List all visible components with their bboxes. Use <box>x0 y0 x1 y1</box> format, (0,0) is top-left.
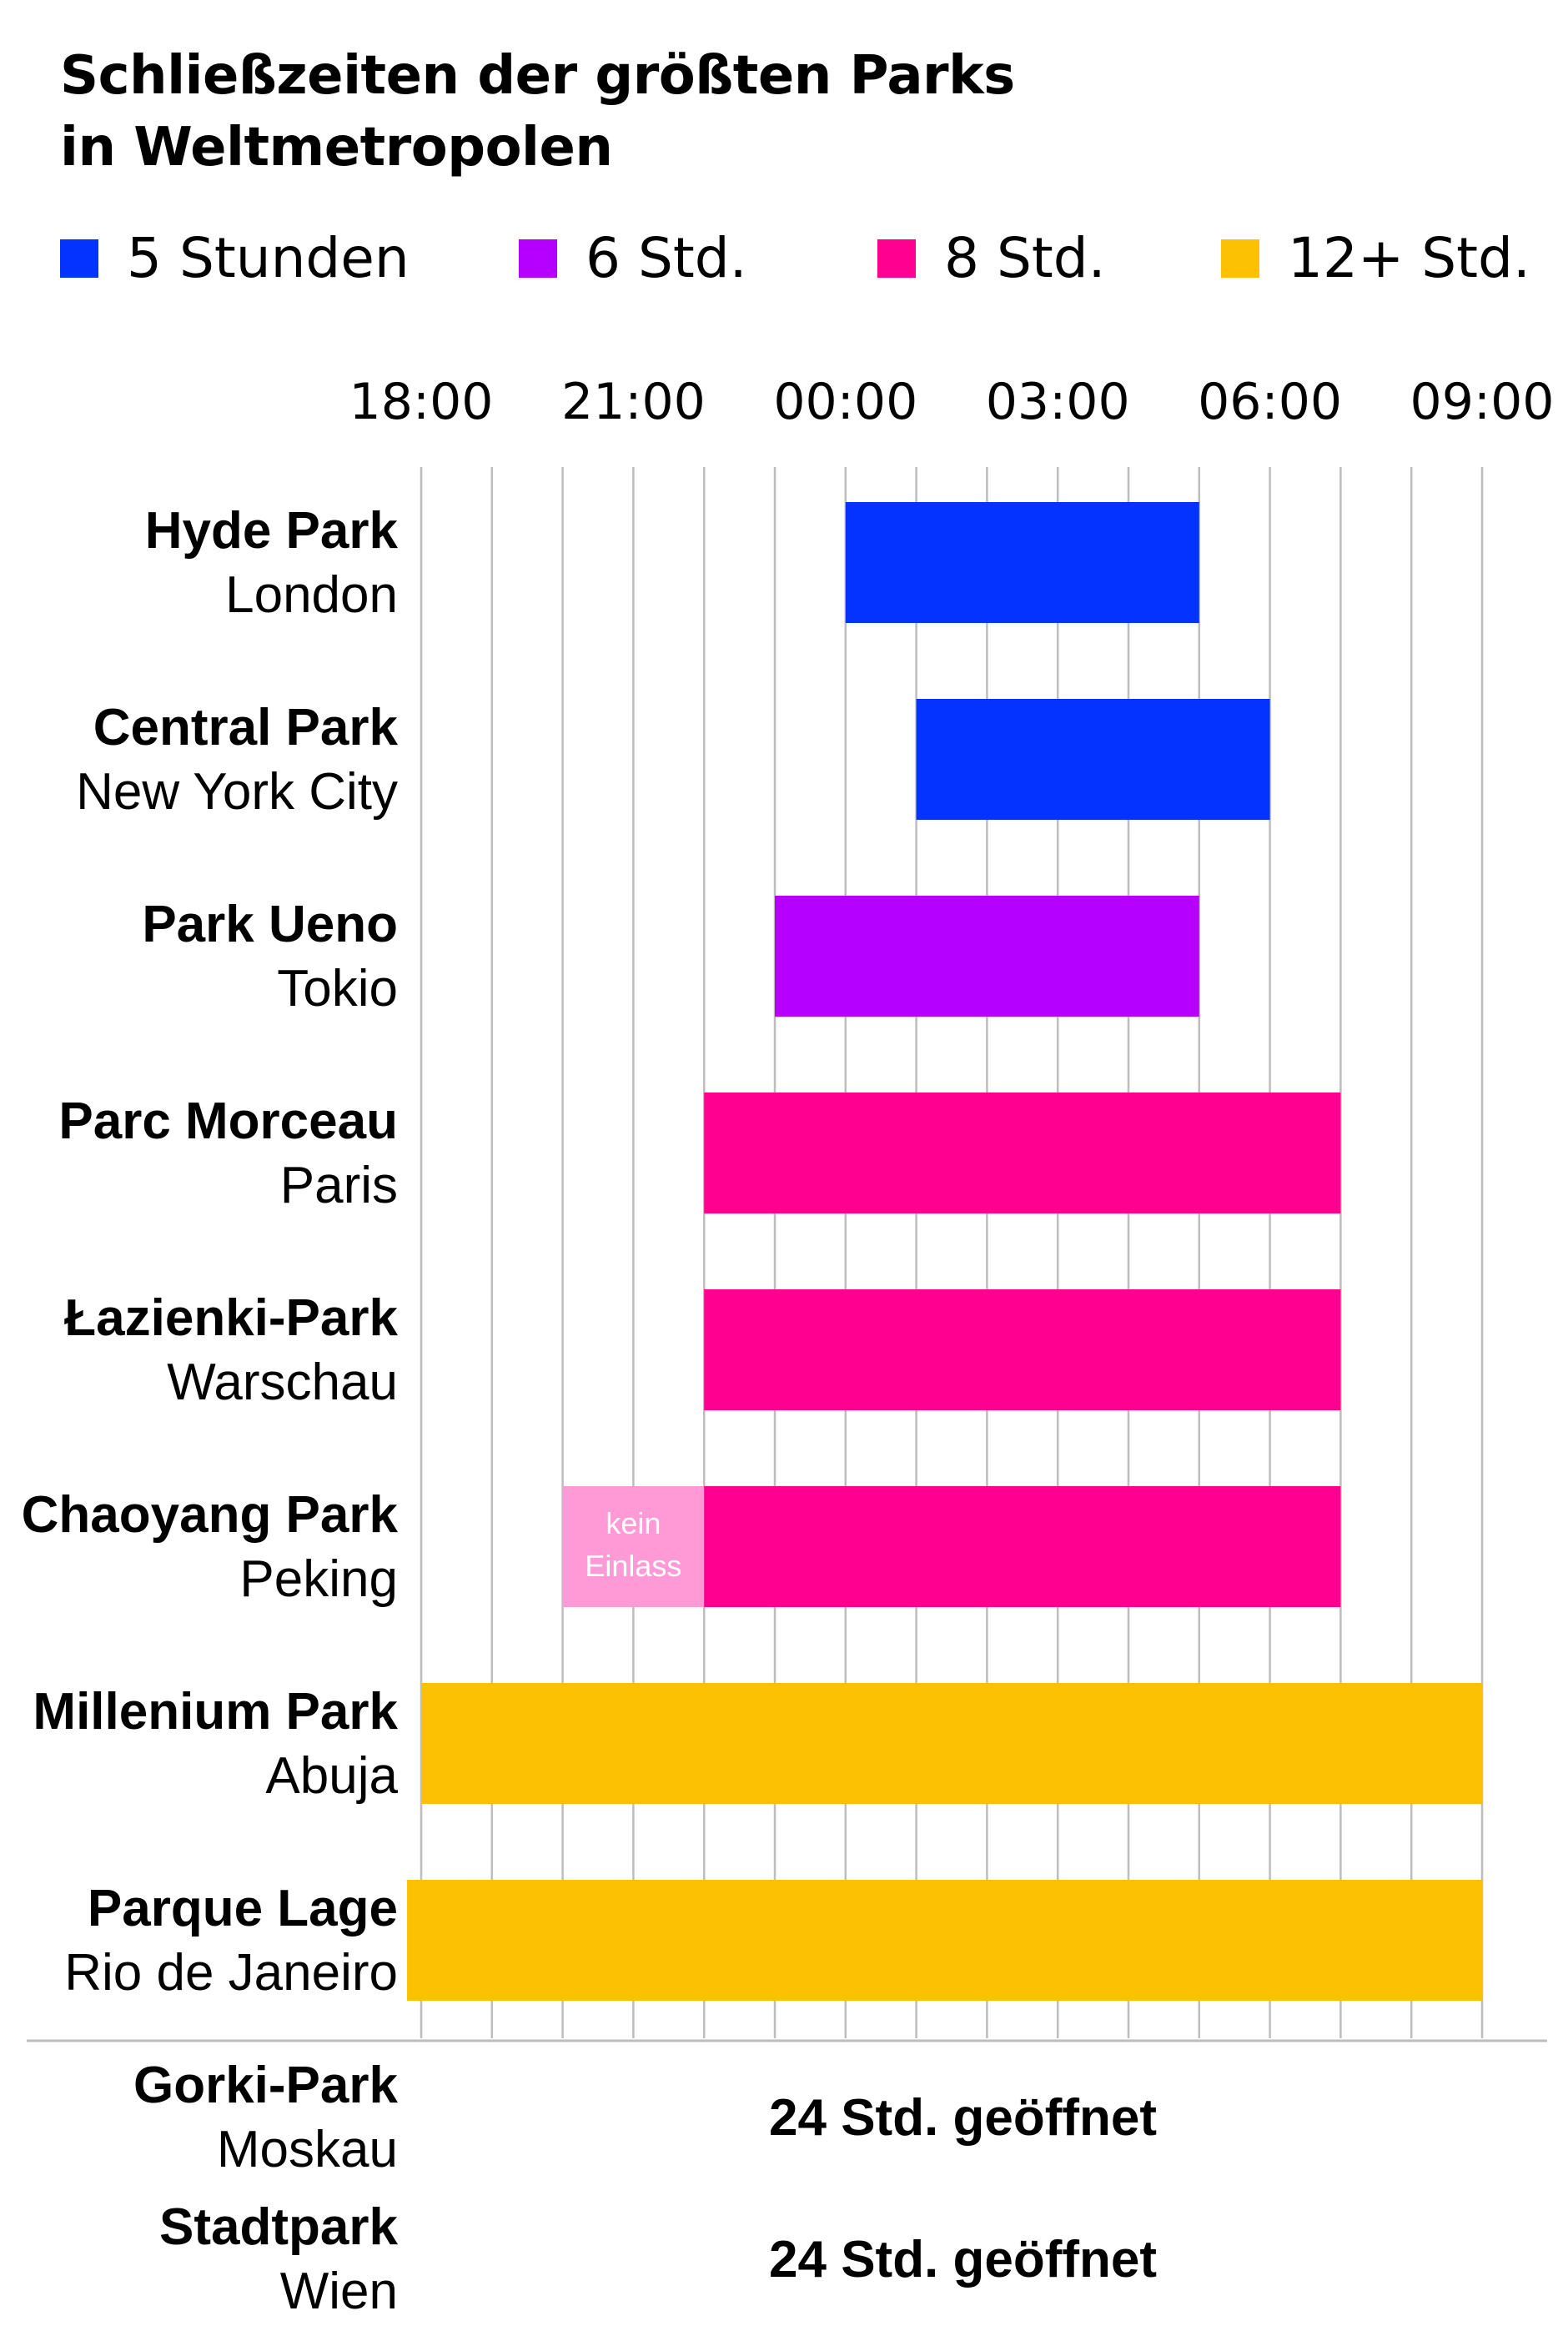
closing-bar <box>421 1683 1482 1804</box>
x-tick-label: 00:00 <box>773 373 917 431</box>
park-name: Łazienki-Park <box>64 1289 398 1347</box>
chart-title: Schließzeiten der größten Parks in Weltm… <box>60 40 1478 183</box>
legend-swatch-8h <box>877 239 916 278</box>
x-tick-label: 06:00 <box>1198 373 1342 431</box>
park-city: Peking <box>239 1550 398 1608</box>
no-entry-bar <box>562 1486 705 1607</box>
x-tick-label: 03:00 <box>986 373 1130 431</box>
park-name: Stadtpark <box>159 2198 398 2256</box>
park-city: New York City <box>76 763 398 821</box>
legend-swatch-5h <box>60 239 98 278</box>
park-city: Moskau <box>217 2121 398 2178</box>
legend-label-5h: 5 Stunden <box>127 226 410 290</box>
x-tick-label: 18:00 <box>349 373 494 431</box>
closing-bar <box>704 1289 1341 1410</box>
chart-title-line-1: Schließzeiten der größten Parks <box>60 45 1015 107</box>
legend-item-5h: 5 Stunden <box>60 225 410 292</box>
legend: 5 Stunden 6 Std. 8 Std. 12+ Std. <box>0 225 1568 292</box>
park-city: Tokio <box>277 960 398 1017</box>
park-name: Central Park <box>93 699 399 756</box>
x-tick-label: 21:00 <box>561 373 706 431</box>
closing-bar <box>916 699 1270 820</box>
park-name: Hyde Park <box>145 502 399 560</box>
legend-swatch-6h <box>519 239 557 278</box>
legend-item-8h: 8 Std. <box>877 225 1106 292</box>
closing-bar <box>845 502 1199 623</box>
legend-item-6h: 6 Std. <box>519 225 747 292</box>
park-city: Wien <box>280 2263 398 2320</box>
park-name: Park Ueno <box>142 896 398 953</box>
park-city: London <box>225 566 398 624</box>
closing-bar <box>407 1880 1482 2001</box>
chart-title-line-2: in Weltmetropolen <box>60 117 613 178</box>
park-city: Abuja <box>265 1747 398 1805</box>
closing-bar <box>775 896 1199 1017</box>
no-entry-label: Einlass <box>585 1549 681 1583</box>
park-name: Millenium Park <box>33 1683 398 1741</box>
park-city: Warschau <box>167 1354 398 1411</box>
park-name: Parque Lage <box>88 1880 398 1937</box>
legend-swatch-12h <box>1221 239 1259 278</box>
legend-item-12h: 12+ Std. <box>1221 225 1530 292</box>
legend-label-6h: 6 Std. <box>585 226 747 290</box>
closing-bar <box>704 1093 1341 1213</box>
always-open-label: 24 Std. geöffnet <box>769 2231 1157 2288</box>
legend-label-12h: 12+ Std. <box>1288 226 1530 290</box>
legend-label-8h: 8 Std. <box>944 226 1106 290</box>
closing-bar <box>704 1486 1341 1607</box>
park-name: Gorki-Park <box>133 2057 399 2114</box>
no-entry-label: kein <box>606 1506 661 1540</box>
park-name: Parc Morceau <box>58 1093 398 1150</box>
park-name: Chaoyang Park <box>22 1486 399 1544</box>
always-open-label: 24 Std. geöffnet <box>769 2089 1157 2147</box>
park-city: Rio de Janeiro <box>64 1944 398 2002</box>
x-tick-label: 09:00 <box>1410 373 1555 431</box>
park-city: Paris <box>280 1157 398 1214</box>
